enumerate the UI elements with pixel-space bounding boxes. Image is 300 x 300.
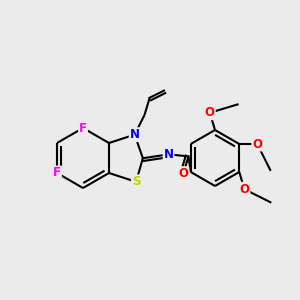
Text: F: F — [79, 122, 87, 134]
Text: N: N — [164, 148, 174, 161]
Text: O: O — [178, 167, 188, 180]
Text: N: N — [130, 128, 140, 141]
Text: F: F — [53, 167, 61, 179]
Text: O: O — [205, 106, 215, 119]
Text: S: S — [132, 175, 140, 188]
Text: O: O — [239, 183, 249, 196]
Text: O: O — [252, 137, 262, 151]
